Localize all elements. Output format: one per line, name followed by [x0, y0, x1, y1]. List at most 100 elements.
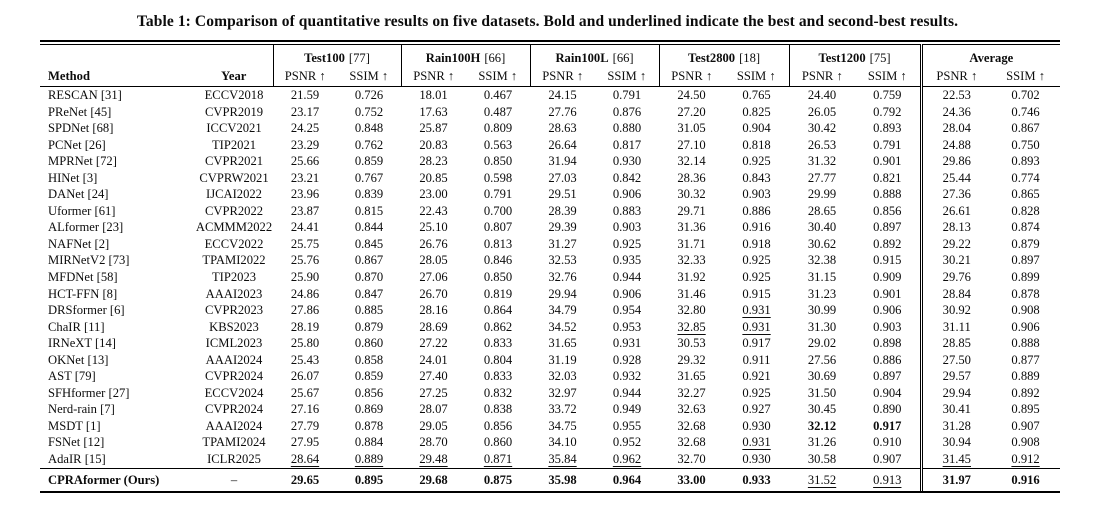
table-row: SFHformer [27] ECCV2024 25.67 0.856 27.25 0.8… — [40, 384, 1060, 402]
value-cell: 0.954 — [612, 303, 642, 318]
value-cell: 31.65 — [677, 369, 706, 384]
value-cell: 0.767 — [354, 170, 384, 185]
value-cell: 25.44 — [919, 169, 992, 187]
value-cell: 0.964 — [595, 467, 660, 491]
value-cell: 0.878 — [354, 418, 384, 433]
table-row: MFDNet [58] TIP2023 25.90 0.870 27.06 0.850 32… — [40, 269, 1060, 286]
value-cell: 18.01 — [419, 88, 448, 102]
value-cell: 27.95 — [290, 435, 320, 450]
results-table-frame: Test100 [77] Rain100H [66] Rain100L [66] Te… — [40, 40, 1061, 493]
table-caption: Table 1: Comparison of quantitative resu… — [136, 13, 959, 30]
value-cell: 27.10 — [677, 137, 706, 152]
method-cell: MPRNet [72] — [48, 154, 117, 169]
value-cell: 28.04 — [919, 120, 992, 137]
value-cell: 0.815 — [354, 203, 384, 218]
value-cell: 29.76 — [919, 269, 992, 286]
year-cell: CVPRW2021 — [199, 170, 269, 185]
table-row: ChaIR [11] KBS2023 28.19 0.879 28.69 0.862 34.… — [40, 318, 1060, 336]
value-cell: 0.833 — [483, 369, 513, 384]
citation-ref: [75] — [869, 51, 891, 65]
value-cell: 0.859 — [354, 154, 384, 169]
value-cell: 28.19 — [290, 319, 320, 334]
value-cell: 0.850 — [483, 154, 513, 169]
value-cell: 34.75 — [548, 418, 577, 433]
year-cell: TIP2023 — [211, 270, 257, 285]
value-cell: 0.893 — [873, 121, 902, 136]
value-cell: 29.65 — [273, 467, 337, 491]
value-cell: 0.845 — [354, 236, 384, 251]
value-cell: 0.774 — [1011, 170, 1040, 185]
value-cell: 25.66 — [290, 154, 320, 169]
year-cell: CVPR2019 — [204, 104, 264, 119]
table-row: HCT-FFN [8] AAAI2023 24.86 0.847 26.70 0.819 2… — [40, 285, 1060, 303]
value-cell: 25.87 — [419, 121, 448, 136]
col-group-test1200: Test1200 [75] — [788, 44, 922, 67]
value-cell: 20.83 — [419, 137, 448, 152]
value-cell: 0.813 — [483, 236, 513, 251]
dataset-name: Average — [969, 51, 1014, 65]
value-cell: 0.809 — [483, 121, 513, 136]
table-row: FSNet [12] TPAMI2024 27.95 0.884 28.70 0.860 3… — [40, 434, 1060, 452]
value-cell: 0.901 — [873, 286, 902, 301]
value-cell: 0.817 — [612, 137, 642, 152]
value-cell: 30.32 — [677, 187, 706, 202]
value-cell: 28.16 — [419, 303, 448, 318]
value-cell: 27.40 — [419, 369, 448, 384]
value-cell: 30.42 — [807, 121, 837, 136]
value-cell: 28.70 — [419, 435, 448, 450]
year-cell: TPAMI2024 — [202, 435, 266, 450]
year-cell: TIP2021 — [211, 137, 257, 152]
value-cell: 28.23 — [419, 154, 448, 169]
value-cell: 35.84 — [548, 452, 577, 467]
col-group-average: Average — [919, 44, 1061, 67]
value-cell: 0.865 — [1011, 187, 1040, 202]
value-cell: 0.962 — [612, 452, 642, 467]
method-cell: AdaIR [15] — [48, 452, 106, 467]
value-cell: 0.930 — [612, 154, 642, 169]
year-cell: CVPR2024 — [204, 402, 264, 417]
method-column-header: Method — [40, 67, 195, 87]
value-cell: 0.953 — [612, 319, 642, 334]
citation-ref: [18] — [739, 51, 761, 65]
value-cell: 0.833 — [483, 336, 513, 351]
citation-ref: [77] — [348, 51, 370, 65]
value-cell: 25.43 — [290, 352, 320, 367]
value-cell: 27.16 — [290, 402, 320, 417]
value-cell: 0.726 — [354, 88, 384, 102]
dataset-name: Test2800 — [687, 51, 736, 65]
value-cell: 30.58 — [807, 452, 837, 467]
citation-ref: [66] — [612, 51, 634, 65]
method-cell: NAFNet [2] — [48, 236, 110, 251]
value-cell: 0.931 — [742, 319, 771, 334]
ssim-column-header: SSIM ↑ — [466, 67, 531, 87]
psnr-column-header: PSNR ↑ — [400, 67, 466, 87]
value-cell: 0.884 — [354, 435, 384, 450]
value-cell: 28.64 — [290, 452, 320, 467]
value-cell: 32.80 — [677, 303, 706, 318]
value-cell: 0.895 — [337, 467, 401, 491]
year-cell: IJCAI2022 — [206, 187, 262, 202]
table-row: HINet [3] CVPRW2021 23.21 0.767 20.85 0.598 27… — [40, 169, 1060, 187]
year-cell: AAAI2024 — [205, 352, 263, 367]
value-cell: 21.59 — [290, 88, 320, 102]
value-cell: 0.927 — [742, 402, 771, 417]
value-cell: 22.43 — [419, 203, 448, 218]
year-cell: AAAI2024 — [205, 418, 263, 433]
value-cell: 0.897 — [873, 369, 902, 384]
year-cell: ECCV2024 — [204, 385, 264, 400]
value-cell: 0.906 — [873, 303, 902, 318]
value-cell: 29.02 — [807, 336, 837, 351]
value-cell: 0.879 — [1011, 236, 1040, 251]
value-cell: 0.818 — [742, 137, 771, 152]
value-cell: 24.15 — [548, 88, 577, 102]
value-cell: 0.791 — [612, 88, 642, 102]
value-cell: 0.842 — [612, 170, 642, 185]
value-cell: 0.916 — [742, 220, 771, 235]
table-row: RESCAN [31] ECCV2018 21.59 0.726 18.01 0.467 2… — [40, 86, 1060, 104]
value-cell: 23.96 — [290, 187, 320, 202]
value-cell: 27.06 — [419, 270, 448, 285]
year-cell: ICLR2025 — [207, 452, 261, 467]
value-cell: 0.925 — [742, 270, 771, 285]
value-cell: 0.867 — [1011, 121, 1040, 136]
value-cell: 30.45 — [807, 402, 837, 417]
